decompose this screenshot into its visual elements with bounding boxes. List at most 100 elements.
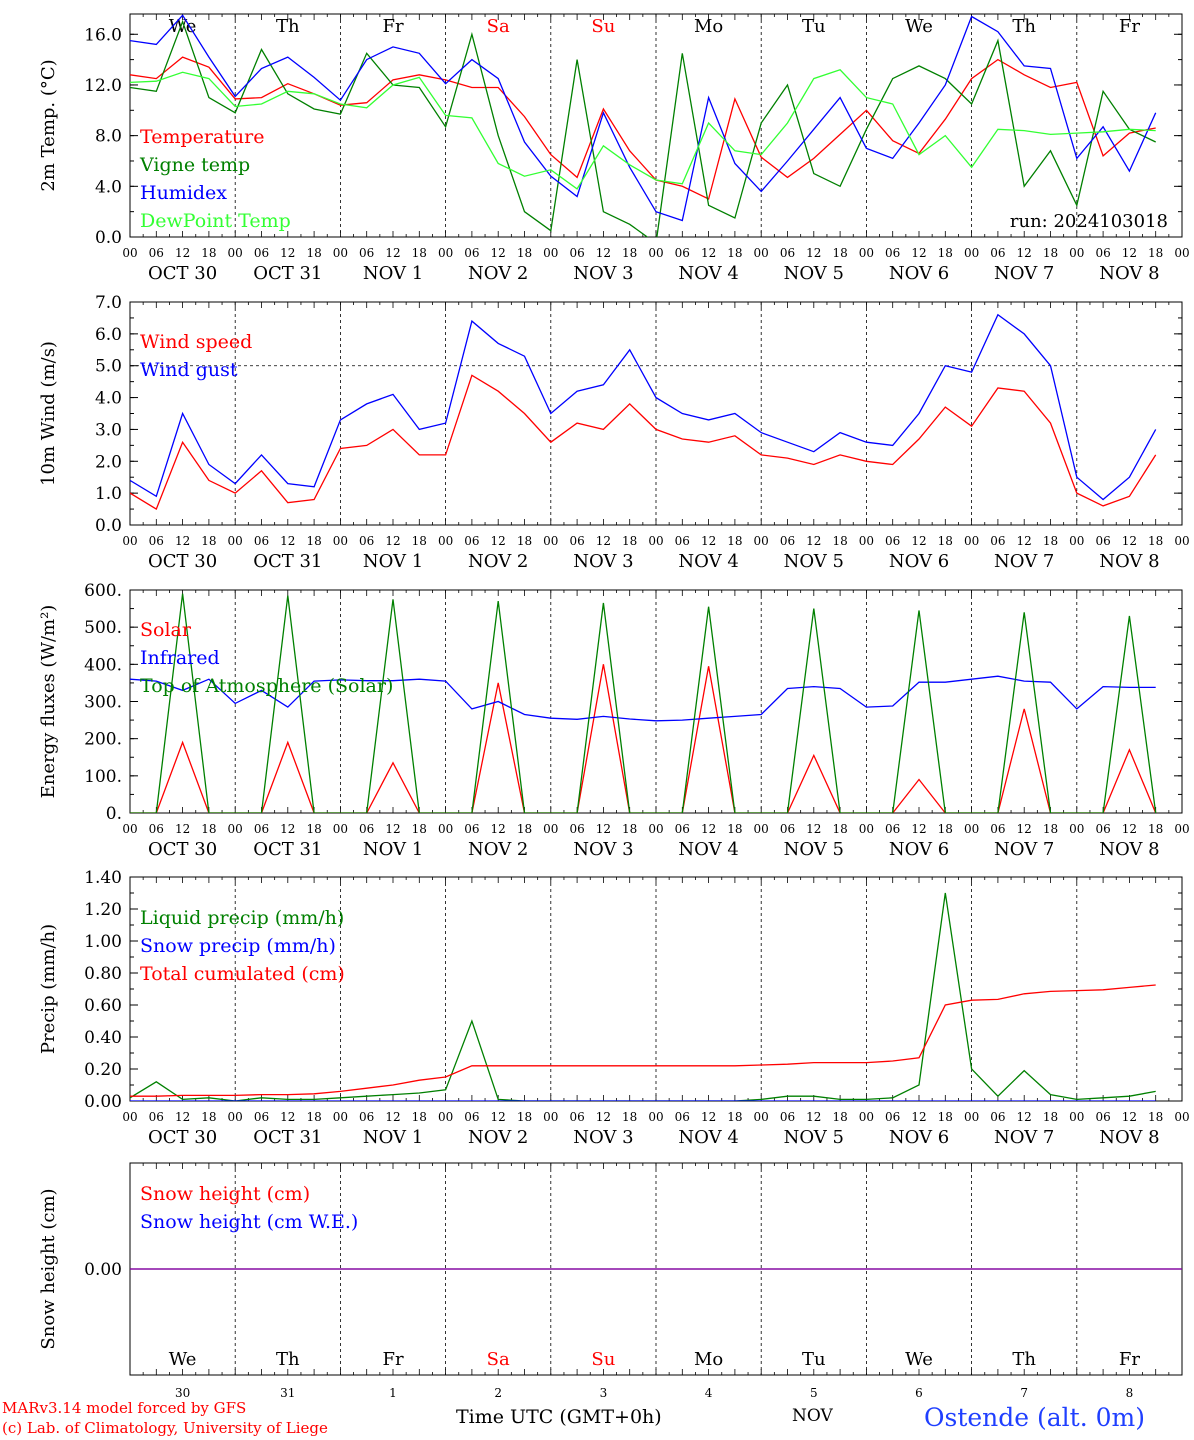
date-label: NOV 5 [784,1127,844,1148]
date-label: NOV 5 [784,551,844,572]
hour-tick-label: 12 [385,246,400,260]
legend-entry: Snow height (cm) [140,1183,310,1205]
panel-frame [129,13,1183,238]
date-label: NOV 7 [994,1127,1054,1148]
panel-snow: 0.00 Snow height (cm) We 30 Th 31 Fr 1 Sa 2 Su 3 Mo 4… [38,1162,1183,1400]
date-label: OCT 31 [253,1127,322,1148]
hour-tick-label: 18 [517,246,532,260]
weekday-label: Fr [382,1349,403,1370]
hour-tick-label: 12 [911,1110,926,1124]
hour-tick-label: 06 [675,822,690,836]
y-axis-label: Precip (mm/h) [38,924,59,1054]
hour-tick-label: 18 [727,246,742,260]
hour-tick-label: 06 [885,246,900,260]
hour-tick-label: 00 [648,822,663,836]
hour-tick-label: 12 [911,246,926,260]
hour-tick-label: 06 [359,1110,374,1124]
hour-tick-label: 00 [964,534,979,548]
day-number-label: 1 [389,1386,397,1400]
hour-tick-label: 00 [543,822,558,836]
y-tick-label: 12.0 [84,76,122,96]
series-line-dewpoint-temp [130,69,1156,190]
series-line-vigne-temp [130,19,1156,237]
y-tick-label: 1.0 [95,484,122,504]
date-label: NOV 2 [468,1127,528,1148]
date-label: NOV 6 [889,839,949,860]
weekday-label: Fr [382,16,403,37]
hour-tick-label: 18 [412,246,427,260]
hour-tick-label: 12 [1017,534,1032,548]
date-label: NOV 7 [994,839,1054,860]
date-label: NOV 2 [468,839,528,860]
panel-frame [129,589,1183,814]
y-tick-label: 1.00 [84,932,122,952]
weekday-label: We [905,16,933,37]
hour-tick-label: 06 [149,534,164,548]
hour-tick-label: 12 [1122,1110,1137,1124]
legend-entry: Infrared [140,647,220,669]
hour-tick-label: 18 [412,534,427,548]
date-label: NOV 3 [573,551,633,572]
hour-tick-label: 18 [201,822,216,836]
hour-tick-label: 00 [964,246,979,260]
hour-tick-label: 12 [491,534,506,548]
hour-tick-label: 00 [964,822,979,836]
legend-entry: Snow precip (mm/h) [140,935,336,957]
hour-tick-label: 12 [911,822,926,836]
date-label: NOV 1 [363,839,423,860]
hour-tick-label: 00 [859,534,874,548]
hour-tick-label: 18 [1148,534,1163,548]
panel-frame [129,301,1183,526]
hour-tick-label: 18 [1043,246,1058,260]
hour-tick-label: 06 [1095,246,1110,260]
y-tick-label: 0.00 [84,1092,122,1112]
date-label: NOV 5 [784,839,844,860]
hour-tick-label: 12 [491,246,506,260]
hour-tick-label: 00 [122,1110,137,1124]
hour-tick-label: 00 [754,534,769,548]
hour-tick-label: 18 [832,246,847,260]
date-label: NOV 8 [1099,839,1159,860]
hour-tick-label: 12 [1017,246,1032,260]
hour-tick-label: 00 [754,822,769,836]
legend-entry: Vigne temp [139,154,250,176]
date-label: OCT 30 [148,263,217,284]
y-tick-label: 200. [84,730,122,750]
hour-tick-label: 12 [385,822,400,836]
weekday-label: We [169,1349,197,1370]
hour-tick-label: 18 [622,246,637,260]
hour-tick-label: 00 [122,822,137,836]
hour-tick-label: 06 [990,1110,1005,1124]
hour-tick-label: 18 [517,534,532,548]
hour-tick-label: 18 [727,822,742,836]
hour-tick-label: 12 [385,534,400,548]
legend-entry: Top of Atmosphere (Solar) [140,675,393,697]
date-label: NOV 7 [994,263,1054,284]
hour-tick-label: 18 [1043,822,1058,836]
date-label: OCT 31 [253,839,322,860]
hour-tick-label: 06 [885,822,900,836]
hour-tick-label: 18 [938,822,953,836]
weekday-label: Th [1012,16,1036,37]
y-tick-label: 4.0 [95,177,122,197]
date-label: NOV 2 [468,551,528,572]
hour-tick-label: 12 [911,534,926,548]
lab-credit: (c) Lab. of Climatology, University of L… [2,1419,328,1437]
hour-tick-label: 00 [122,534,137,548]
hour-tick-label: 06 [1095,822,1110,836]
y-tick-label: 0.60 [84,996,122,1016]
series-line-infrared [130,675,1156,722]
hour-tick-label: 18 [306,534,321,548]
series-line-humidex [130,14,1157,222]
hour-tick-label: 00 [859,1110,874,1124]
hour-tick-label: 06 [569,1110,584,1124]
y-tick-label: 8.0 [95,127,122,147]
hour-tick-label: 06 [569,822,584,836]
hour-tick-label: 12 [596,534,611,548]
legend-entry: Wind speed [140,331,252,353]
hour-tick-label: 00 [648,534,663,548]
hour-tick-label: 18 [938,534,953,548]
day-number-label: 5 [810,1386,818,1400]
hour-tick-label: 12 [280,822,295,836]
date-label: NOV 4 [678,1127,738,1148]
